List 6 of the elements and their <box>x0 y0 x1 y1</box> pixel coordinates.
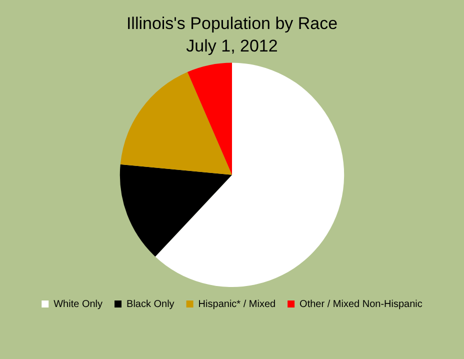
legend-label: Black Only <box>126 298 174 310</box>
legend-label: White Only <box>54 298 103 310</box>
legend-label: Other / Mixed Non-Hispanic <box>300 298 422 310</box>
legend-label: Hispanic* / Mixed <box>198 298 276 310</box>
chart-subtitle: July 1, 2012 <box>186 36 278 56</box>
chart-title: Illinois's Population by Race <box>126 14 338 33</box>
